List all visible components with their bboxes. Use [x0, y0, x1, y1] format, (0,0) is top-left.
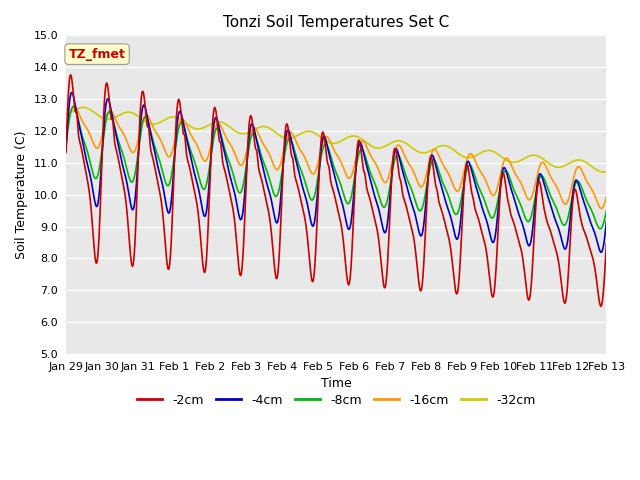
- X-axis label: Time: Time: [321, 377, 351, 390]
- Text: TZ_fmet: TZ_fmet: [68, 48, 125, 60]
- Title: Tonzi Soil Temperatures Set C: Tonzi Soil Temperatures Set C: [223, 15, 449, 30]
- Legend: -2cm, -4cm, -8cm, -16cm, -32cm: -2cm, -4cm, -8cm, -16cm, -32cm: [132, 389, 540, 412]
- Y-axis label: Soil Temperature (C): Soil Temperature (C): [15, 131, 28, 259]
